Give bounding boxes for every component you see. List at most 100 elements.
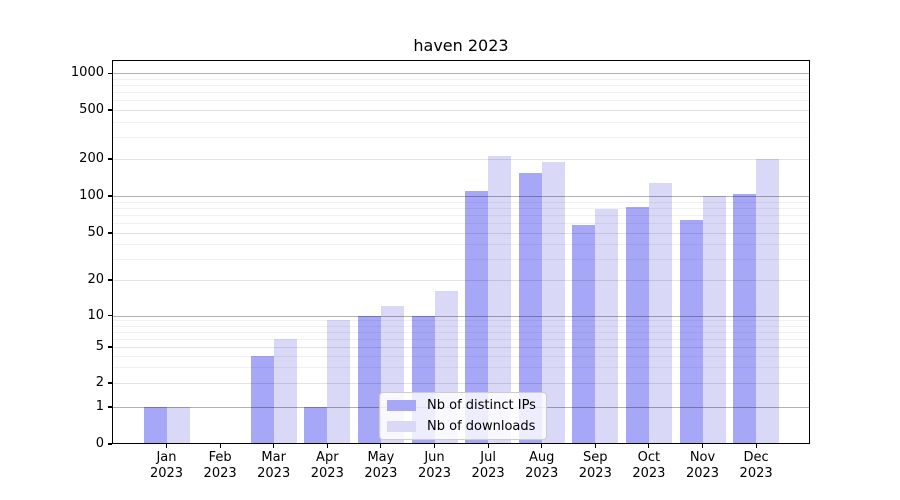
x-tick-label-mar: Mar 2023	[257, 450, 291, 481]
x-tick-label-feb: Feb 2023	[203, 450, 237, 481]
y-tick-mark	[108, 72, 112, 74]
gridline	[113, 244, 809, 246]
y-tick-mark	[108, 382, 112, 384]
gridline	[113, 73, 809, 75]
bar-downloads-nov	[702, 196, 726, 443]
bar-downloads-apr	[327, 320, 351, 443]
x-tick-label-apr: Apr 2023	[310, 450, 344, 481]
gridline	[113, 215, 809, 217]
gridline	[113, 78, 809, 80]
x-tick-label-jun: Jun 2023	[417, 450, 452, 481]
y-tick-mark	[108, 443, 112, 445]
y-tick-mark	[108, 109, 112, 111]
bar-downloads-oct	[648, 182, 672, 443]
x-tick-mark	[273, 444, 275, 448]
gridline	[113, 110, 809, 111]
y-tick-mark	[108, 279, 112, 281]
gridline	[113, 196, 809, 198]
bar-distinct-ips-oct	[625, 206, 649, 443]
x-tick-mark	[594, 444, 596, 448]
plot-area: Nb of distinct IPs Nb of downloads	[112, 60, 810, 444]
y-tick-mark	[108, 406, 112, 408]
y-tick-mark	[108, 158, 112, 160]
gridline	[113, 331, 809, 333]
x-tick-mark	[165, 444, 168, 448]
bar-downloads-jan	[166, 407, 190, 443]
gridline	[113, 201, 809, 203]
y-tick-mark	[108, 346, 112, 348]
x-tick-label-nov: Nov 2023	[685, 450, 720, 481]
x-tick-label-jul: Jul 2023	[471, 450, 505, 481]
x-tick-label-jan: Jan 2023	[149, 450, 184, 481]
y-tick-label: 0	[95, 436, 104, 451]
gridline	[113, 320, 809, 322]
x-tick-mark	[380, 444, 382, 448]
y-tick-label: 5	[95, 339, 104, 354]
y-tick-mark	[108, 232, 112, 234]
x-tick-label-oct: Oct 2023	[632, 450, 666, 481]
bar-distinct-ips-sep	[572, 225, 596, 443]
y-tick-label: 100	[79, 188, 104, 203]
gridline	[113, 315, 809, 317]
gridline	[113, 207, 809, 209]
gridline	[113, 280, 809, 281]
gridline	[113, 92, 809, 94]
gridline	[113, 383, 809, 384]
chart-title: haven 2023	[413, 36, 509, 55]
bar-distinct-ips-dec	[733, 194, 757, 443]
x-tick-mark	[755, 444, 757, 448]
gridline	[113, 367, 809, 369]
legend-item-downloads: Nb of downloads	[387, 416, 536, 437]
x-tick-mark	[648, 444, 650, 448]
x-tick-mark	[326, 444, 328, 448]
bar-distinct-ips-aug	[518, 172, 542, 443]
gridline	[113, 100, 809, 102]
y-tick-label: 50	[87, 225, 104, 240]
gridline	[113, 85, 809, 87]
bar-downloads-mar	[273, 338, 297, 443]
legend: Nb of distinct IPs Nb of downloads	[379, 392, 547, 440]
legend-swatch-downloads-icon	[387, 421, 416, 432]
x-tick-label-sep: Sep 2023	[578, 450, 612, 481]
bar-downloads-sep	[595, 209, 619, 443]
y-tick-label: 10	[87, 307, 104, 323]
y-tick-mark	[108, 195, 112, 197]
gridline	[113, 355, 809, 357]
y-tick-label: 1000	[70, 65, 104, 81]
gridline	[113, 347, 809, 348]
gridline	[113, 259, 809, 261]
y-tick-label: 2	[95, 375, 104, 390]
bar-distinct-ips-nov	[679, 219, 703, 443]
gridline	[113, 121, 809, 123]
legend-label-distinct-ips: Nb of distinct IPs	[427, 398, 536, 413]
gridline	[113, 233, 809, 234]
legend-swatch-distinct-ips-icon	[387, 400, 416, 411]
x-tick-mark	[219, 444, 221, 448]
x-tick-mark	[487, 444, 489, 448]
y-tick-label: 1	[95, 399, 104, 414]
bar-downloads-dec	[756, 159, 780, 443]
y-tick-label: 20	[87, 272, 104, 287]
x-tick-mark	[541, 444, 543, 448]
gridline	[113, 223, 809, 225]
y-tick-label: 200	[79, 151, 104, 166]
legend-item-distinct-ips: Nb of distinct IPs	[387, 395, 536, 416]
bar-distinct-ips-apr	[304, 407, 328, 443]
y-tick-mark	[108, 315, 112, 317]
legend-label-downloads: Nb of downloads	[427, 419, 536, 434]
x-tick-label-may: May 2023	[364, 450, 398, 481]
bars-layer	[113, 61, 809, 443]
bar-distinct-ips-mar	[250, 355, 274, 443]
gridline	[113, 325, 809, 327]
x-tick-mark	[433, 444, 436, 448]
gridline	[113, 159, 809, 160]
bar-distinct-ips-jan	[143, 407, 167, 443]
bar-downloads-jul	[488, 156, 512, 443]
bar-distinct-ips-jul	[465, 190, 489, 443]
x-tick-label-dec: Dec 2023	[739, 450, 773, 481]
bar-distinct-ips-may	[357, 315, 381, 443]
gridline	[113, 137, 809, 139]
grid-layer	[113, 61, 809, 443]
bar-downloads-aug	[541, 161, 565, 443]
